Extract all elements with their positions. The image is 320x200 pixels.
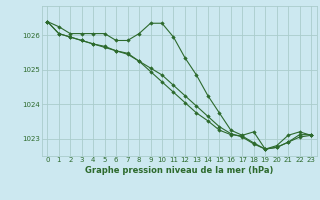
X-axis label: Graphe pression niveau de la mer (hPa): Graphe pression niveau de la mer (hPa) xyxy=(85,166,273,175)
